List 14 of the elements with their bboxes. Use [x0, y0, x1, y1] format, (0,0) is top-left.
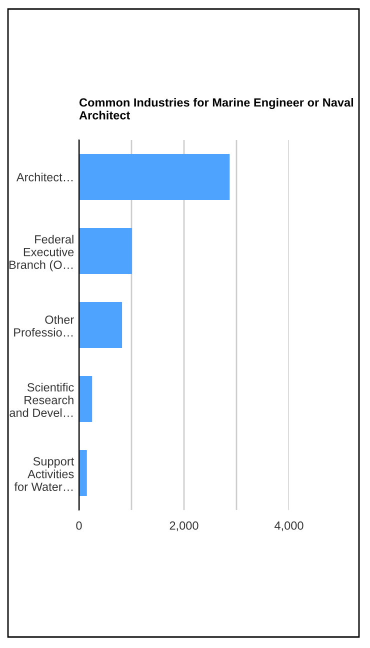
bar — [79, 376, 92, 422]
x-tick-label: 4,000 — [274, 521, 304, 532]
y-tick-label: Scientific Research and Devel… — [10, 382, 74, 417]
chart-title: Common Industries for Marine Engineer or Naval Architect — [79, 98, 354, 120]
y-tick-label: Federal Executive Branch (O… — [10, 234, 74, 272]
bar — [79, 302, 122, 348]
bar — [79, 154, 230, 200]
bar — [79, 228, 132, 274]
x-tick-label: 2,000 — [170, 521, 198, 532]
bar — [79, 450, 87, 496]
x-tick-label: 0 — [76, 521, 82, 530]
y-tick-label: Support Activities for Water… — [14, 457, 74, 491]
y-tick-label: Other Professio… — [14, 315, 74, 337]
y-tick-label: Architect… — [16, 172, 73, 182]
